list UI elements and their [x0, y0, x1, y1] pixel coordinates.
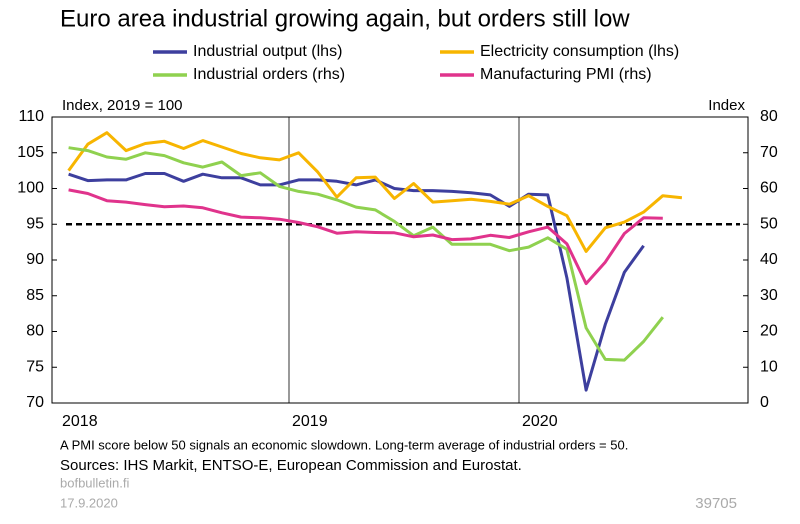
y2-tick-label: 0	[760, 394, 769, 411]
y2-axis-label: Index	[708, 97, 745, 114]
legend-label: Industrial output (lhs)	[193, 43, 342, 60]
x-tick-label: 2018	[62, 413, 98, 430]
y2-tick-label: 40	[760, 251, 778, 268]
y2-tick-label: 60	[760, 180, 778, 197]
y-tick-label: 70	[26, 394, 44, 411]
legend-label: Industrial orders (rhs)	[193, 66, 345, 83]
chart-title: Euro area industrial growing again, but …	[60, 5, 630, 32]
x-tick-label: 2019	[292, 413, 328, 430]
y-tick-label: 100	[17, 180, 44, 197]
y-axis-label: Index, 2019 = 100	[62, 97, 183, 114]
y2-tick-label: 10	[760, 358, 778, 375]
legend-label: Electricity consumption (lhs)	[480, 43, 679, 60]
series-line	[68, 146, 664, 362]
y2-tick-label: 30	[760, 287, 778, 304]
y-tick-label: 75	[26, 358, 44, 375]
series-line	[68, 188, 663, 286]
sources: Sources: IHS Markit, ENTSO-E, European C…	[60, 457, 522, 474]
series-line	[68, 172, 645, 392]
y2-tick-label: 50	[760, 215, 778, 232]
y-tick-label: 90	[26, 251, 44, 268]
y2-tick-label: 80	[760, 108, 778, 125]
date: 17.9.2020	[60, 495, 118, 510]
website: bofbulletin.fi	[60, 475, 129, 490]
plot-frame	[51, 116, 749, 404]
y2-tick-label: 70	[760, 144, 778, 161]
footnote: A PMI score below 50 signals an economic…	[60, 437, 628, 452]
legend-label: Manufacturing PMI (rhs)	[480, 66, 652, 83]
y-tick-label: 80	[26, 323, 44, 340]
y-tick-label: 85	[26, 287, 44, 304]
x-tick-label: 2020	[522, 413, 558, 430]
y-tick-label: 95	[26, 215, 44, 232]
series-line	[67, 131, 683, 253]
y2-tick-label: 20	[760, 323, 778, 340]
y-tick-label: 110	[18, 108, 44, 125]
chart-id: 39705	[695, 495, 737, 512]
y-tick-label: 105	[17, 144, 44, 161]
